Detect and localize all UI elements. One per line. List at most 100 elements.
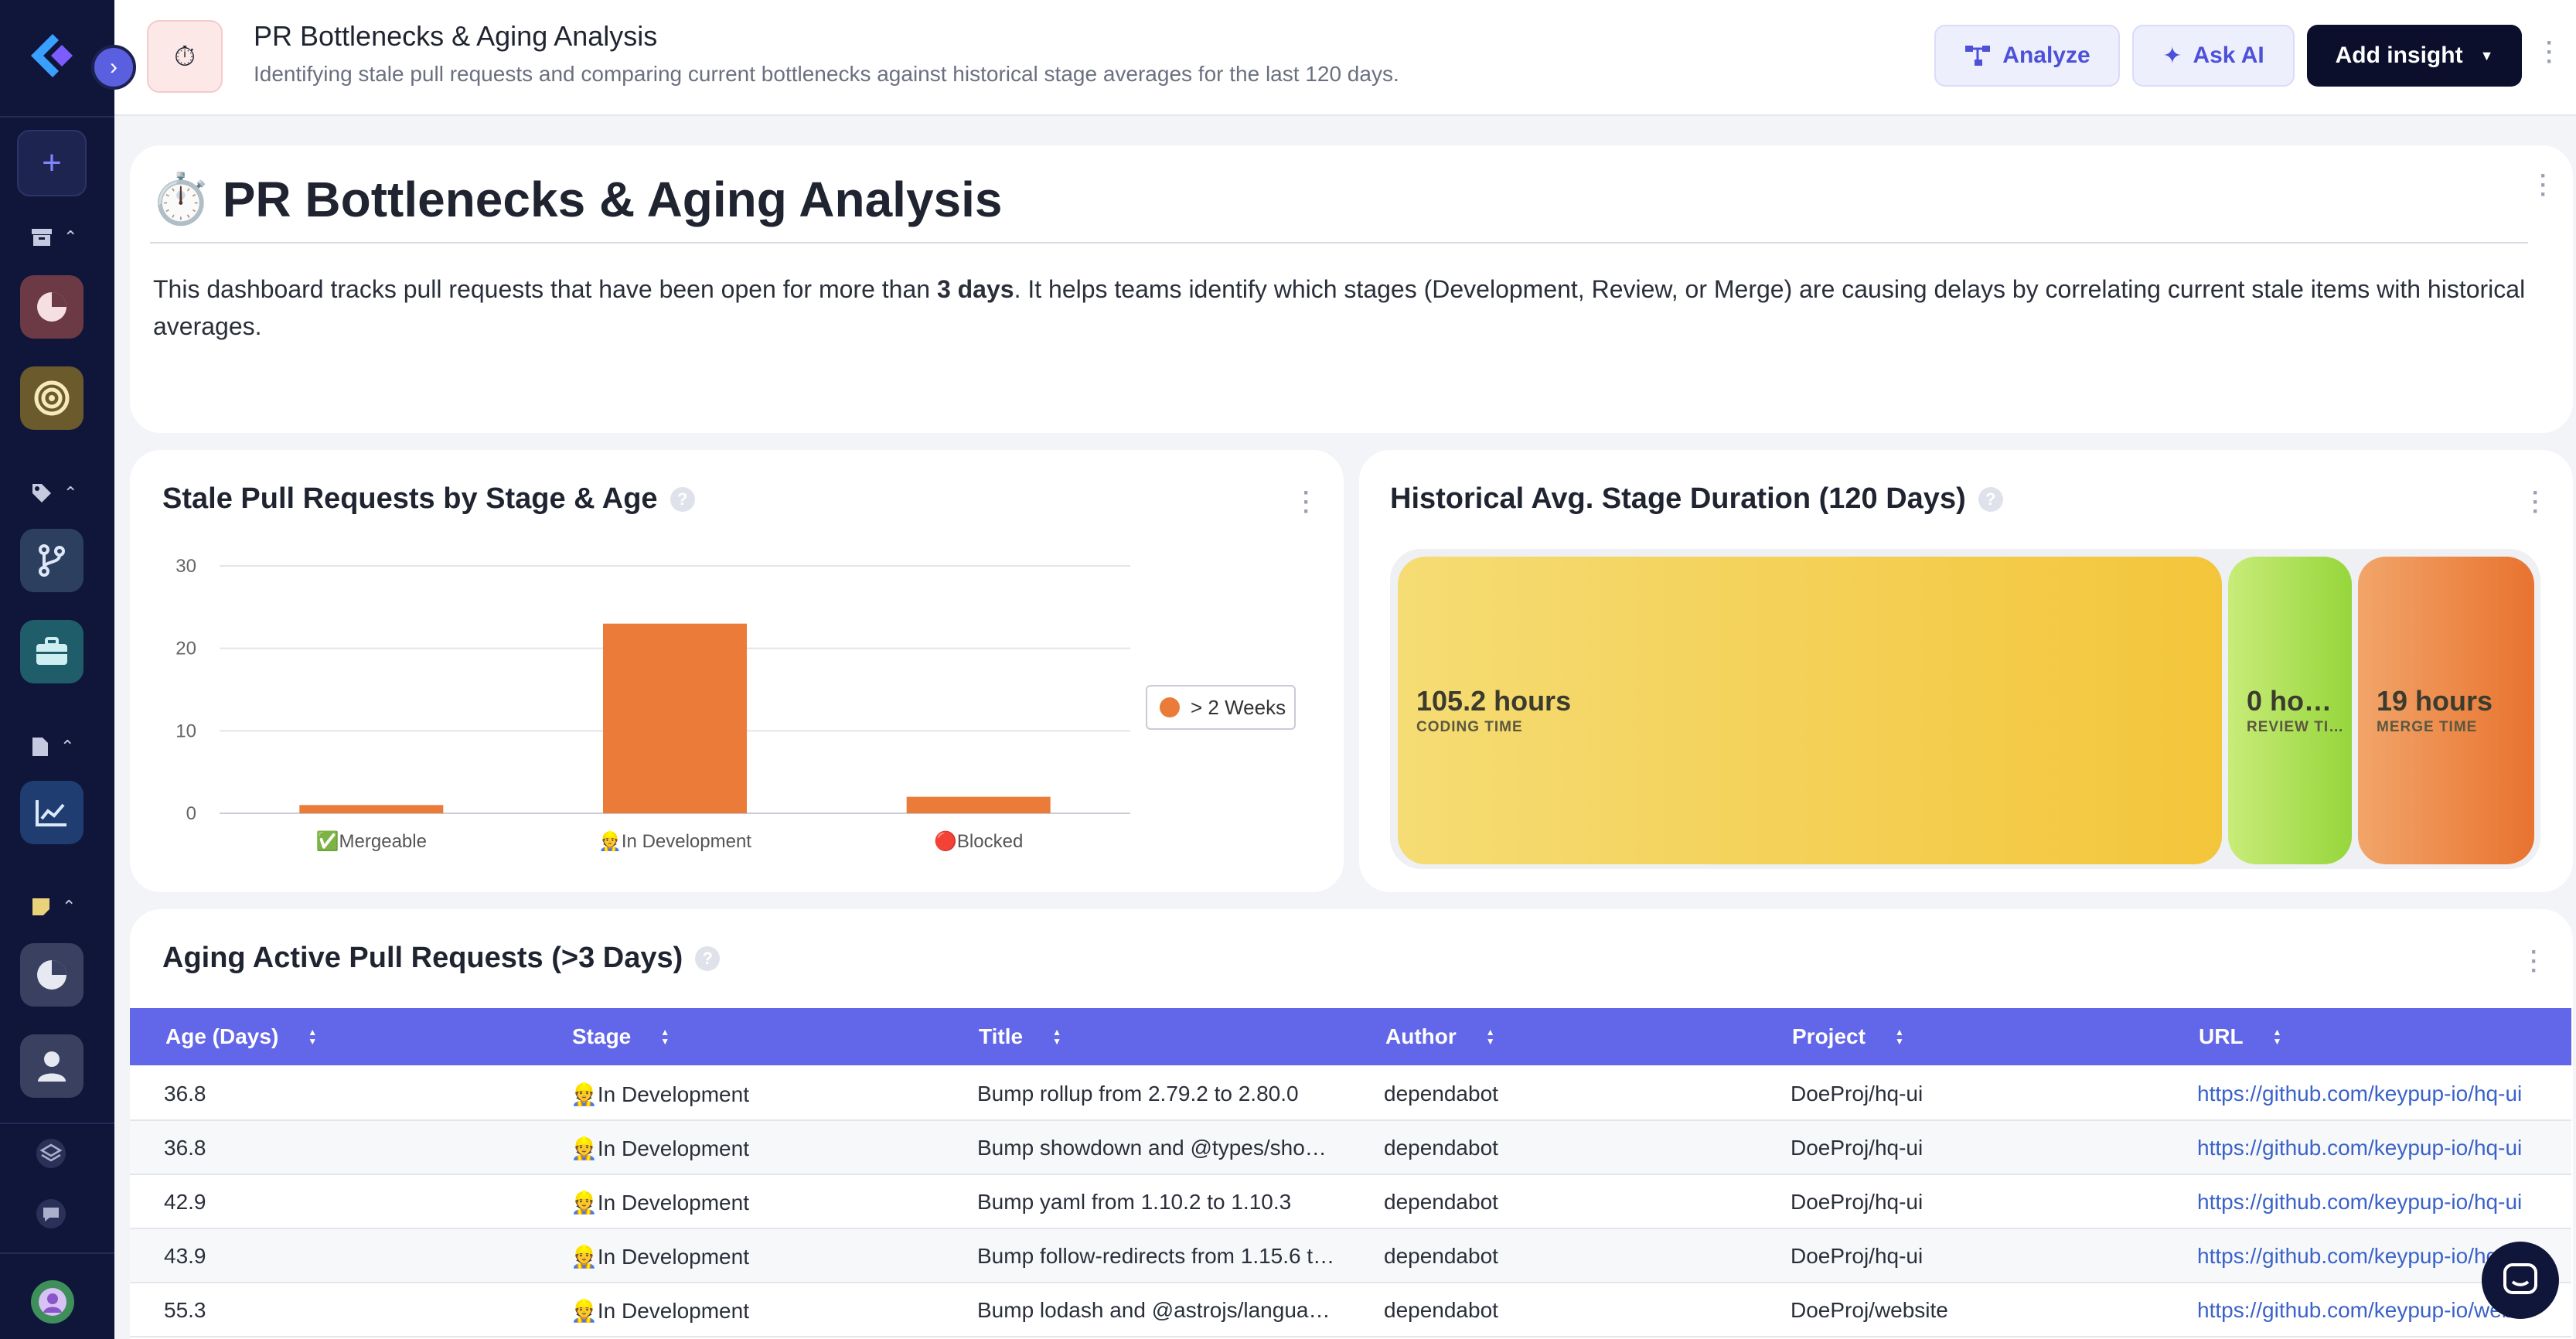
sparkle-icon: ✦	[2162, 43, 2182, 69]
chart-legend[interactable]: > 2 Weeks	[1146, 685, 1296, 730]
stale-pr-title: Stale Pull Requests by Stage & Age ?	[162, 482, 695, 516]
notes-group-toggle[interactable]: ⌃	[31, 897, 76, 917]
bar[interactable]	[906, 796, 1051, 813]
sidebar-item-overview[interactable]	[20, 943, 83, 1007]
analyze-button[interactable]: Analyze	[1934, 25, 2120, 87]
sort-icon[interactable]: ▲ ▼	[1894, 1027, 1904, 1047]
help-icon[interactable]: ?	[670, 486, 695, 512]
pr-link[interactable]: https://github.com/keypup-io/webs	[2197, 1298, 2525, 1322]
aging-table-more-icon[interactable]: · · ·	[2530, 939, 2538, 983]
table-cell: DoeProj/hq-ui	[1791, 1136, 1923, 1160]
intro-card	[130, 145, 2573, 433]
y-tick-label: 30	[175, 556, 196, 577]
chevron-up-icon: ⌃	[63, 227, 78, 247]
table-cell: DoeProj/hq-ui	[1791, 1190, 1923, 1214]
treemap-cell-merge[interactable]: 19 hours MERGE TIME	[2358, 557, 2534, 864]
table-cell: dependabot	[1384, 1298, 1498, 1322]
table-cell: DoeProj/hq-ui	[1791, 1244, 1923, 1268]
tag-icon	[32, 484, 51, 503]
column-header[interactable]: URL ▲ ▼	[2199, 1024, 2282, 1048]
pr-link[interactable]: https://github.com/keypup-io/hq-ui	[2197, 1082, 2523, 1106]
stale-pr-bar-chart: 0 10 20 30 ✅Mergeable 👷In Development 🔴Blocked	[175, 556, 1130, 852]
column-header[interactable]: Project ▲ ▼	[1792, 1024, 1904, 1048]
app-logo[interactable]	[26, 29, 80, 83]
sidebar-item-people[interactable]	[20, 1034, 83, 1098]
support-chat-button[interactable]	[2482, 1242, 2559, 1319]
reports-group-toggle[interactable]: ⌃	[31, 736, 74, 758]
ask-ai-button[interactable]: ✦ Ask AI	[2132, 25, 2295, 87]
pr-link[interactable]: https://github.com/keypup-io/hq-ui	[2197, 1190, 2523, 1214]
table-cell: DoeProj/hq-ui	[1791, 1082, 1923, 1106]
sidebar-item-git[interactable]	[20, 529, 83, 592]
table-row[interactable]: 42.9 👷In Development Bump yaml from 1.10.2…	[130, 1175, 2571, 1229]
treemap-cell-review[interactable]: 0 ho… REVIEW TI…	[2228, 557, 2352, 864]
bar[interactable]	[603, 623, 747, 813]
chat-icon	[36, 1199, 66, 1228]
help-icon[interactable]: ?	[695, 945, 721, 971]
table-cell: 42.9	[164, 1190, 206, 1214]
table-cell: 36.8	[164, 1082, 206, 1106]
legend-label: > 2 Weeks	[1191, 695, 1286, 719]
bar[interactable]	[299, 805, 444, 813]
sort-icon[interactable]: ▲ ▼	[2272, 1027, 2282, 1047]
caret-down-icon: ▼	[2479, 47, 2494, 63]
stale-pr-more-icon[interactable]: · · ·	[1303, 480, 1310, 524]
table-cell: 👷In Development	[571, 1244, 749, 1269]
pr-link[interactable]: https://github.com/keypup-io/hq-ui	[2197, 1244, 2523, 1268]
sort-icon[interactable]: ▲ ▼	[1052, 1027, 1061, 1047]
table-cell: 👷In Development	[571, 1136, 749, 1160]
sort-icon[interactable]: ▲ ▼	[1485, 1027, 1495, 1047]
expand-sidebar-button[interactable]: ›	[91, 45, 136, 90]
table-cell: 👷In Development	[571, 1190, 749, 1215]
y-tick-label: 0	[186, 803, 196, 824]
tags-group-toggle[interactable]: ⌃	[31, 482, 77, 504]
table-cell: dependabot	[1384, 1136, 1498, 1160]
y-tick-label: 20	[175, 639, 196, 659]
table-cell: Bump yaml from 1.10.2 to 1.10.3	[977, 1190, 1292, 1214]
table-row[interactable]: 36.8 👷In Development Bump showdown and @ty…	[130, 1121, 2571, 1175]
table-cell: DoeProj/website	[1791, 1298, 1948, 1322]
sidebar-item-target[interactable]	[20, 366, 83, 430]
page-more-icon[interactable]: · · ·	[2546, 30, 2554, 74]
column-header[interactable]: Stage ▲ ▼	[572, 1024, 670, 1048]
note-icon	[32, 898, 49, 915]
avatar[interactable]	[31, 1280, 74, 1324]
sidebar-item-trends[interactable]	[20, 781, 83, 844]
help-icon[interactable]: ?	[1978, 486, 2003, 512]
chevron-up-icon: ⌃	[62, 897, 77, 916]
column-header[interactable]: Title ▲ ▼	[979, 1024, 1061, 1048]
column-header[interactable]: Author ▲ ▼	[1385, 1024, 1495, 1048]
intro-more-icon[interactable]: · · ·	[2540, 163, 2547, 207]
x-tick-label: 👷In Development	[598, 830, 751, 852]
table-row[interactable]: 36.8 👷In Development Bump rollup from 2.79…	[130, 1067, 2571, 1121]
messages-button[interactable]	[32, 1195, 70, 1232]
briefcase-icon	[36, 637, 67, 665]
table-cell: Bump rollup from 2.79.2 to 2.80.0	[977, 1082, 1299, 1106]
pie-chart-icon	[37, 960, 66, 990]
layers-icon	[36, 1139, 66, 1168]
aging-table-title: Aging Active Pull Requests (>3 Days) ?	[162, 942, 721, 975]
sort-icon[interactable]: ▲ ▼	[660, 1027, 670, 1047]
table-row[interactable]: 43.9 👷In Development Bump follow-redirects…	[130, 1229, 2571, 1283]
history-more-icon[interactable]: · · ·	[2532, 480, 2540, 524]
x-tick-label: 🔴Blocked	[934, 830, 1023, 852]
column-header[interactable]: Age (Days) ▲ ▼	[165, 1024, 318, 1048]
line-chart-icon	[36, 800, 66, 826]
sidebar-item-briefcase[interactable]	[20, 620, 83, 683]
archive-icon	[32, 229, 52, 246]
add-insight-button[interactable]: Add insight ▼	[2307, 25, 2522, 87]
sort-icon[interactable]: ▲ ▼	[308, 1027, 318, 1047]
table-cell: 36.8	[164, 1136, 206, 1160]
add-button[interactable]: +	[17, 130, 87, 196]
layers-button[interactable]	[32, 1135, 70, 1172]
table-cell: dependabot	[1384, 1244, 1498, 1268]
treemap-cell-coding[interactable]: 105.2 hours CODING TIME	[1398, 557, 2222, 864]
divider	[150, 242, 2528, 244]
sidebar-item-pie[interactable]	[20, 275, 83, 339]
table-row[interactable]: 55.3 👷In Development Bump lodash and @astr…	[130, 1283, 2571, 1337]
intro-description: This dashboard tracks pull requests that…	[153, 275, 2526, 340]
page-subtitle: Identifying stale pull requests and comp…	[254, 62, 1399, 86]
pr-link[interactable]: https://github.com/keypup-io/hq-ui	[2197, 1136, 2523, 1160]
document-icon	[32, 738, 48, 756]
dashboards-group-toggle[interactable]: ⌃	[31, 227, 77, 247]
